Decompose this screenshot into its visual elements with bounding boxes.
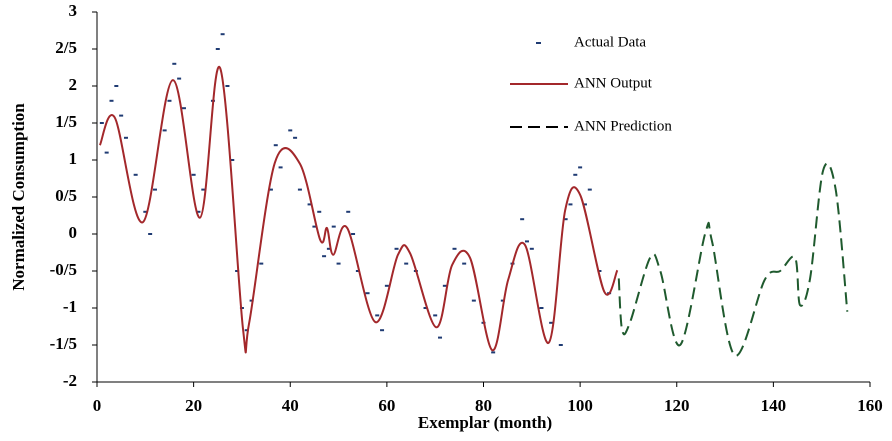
y-tick-label: 1/5	[55, 112, 77, 131]
y-tick-label: -1/5	[50, 334, 77, 353]
y-tick-label: 2/5	[55, 38, 77, 57]
legend-label: Actual Data	[574, 34, 646, 50]
x-tick-label: 100	[567, 396, 593, 415]
y-tick-label: -2	[63, 371, 77, 390]
x-axis-label: Exemplar (month)	[418, 413, 552, 432]
y-axis-label: Normalized Consumption	[9, 103, 28, 291]
x-tick-label: 60	[378, 396, 395, 415]
y-tick-label: 0	[69, 223, 78, 242]
y-tick-label: 3	[69, 1, 78, 20]
x-tick-label: 20	[185, 396, 202, 415]
y-tick-label: -1	[63, 297, 77, 316]
x-tick-label: 80	[475, 396, 492, 415]
y-tick-label: -0/5	[50, 260, 77, 279]
x-tick-label: 40	[282, 396, 299, 415]
y-tick-label: 0/5	[55, 186, 77, 205]
y-tick-label: 2	[69, 75, 78, 94]
series-line	[98, 65, 619, 354]
legend-label: ANN Output	[574, 75, 653, 91]
x-tick-label: 140	[761, 396, 787, 415]
legend-label: ANN Prediction	[574, 118, 672, 134]
x-tick-label: 160	[857, 396, 883, 415]
x-tick-label: 0	[93, 396, 102, 415]
series-line	[617, 162, 849, 357]
x-tick-label: 120	[664, 396, 690, 415]
y-tick-label: 1	[69, 149, 78, 168]
